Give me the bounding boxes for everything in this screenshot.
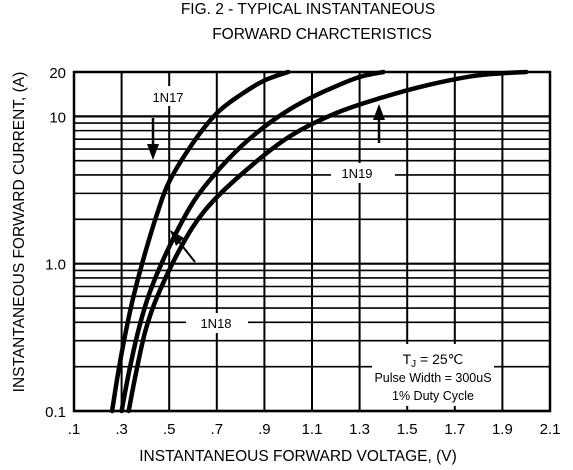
y-axis-label: INSTANTANEOUS FORWARD CURRENT, (A) <box>11 72 28 393</box>
curve-1n17 <box>109 69 291 414</box>
y-tick-label: 0.1 <box>45 404 66 421</box>
x-tick-label: 1.3 <box>349 421 370 438</box>
chart-title-line-2: FORWARD CHARCTERISTICS <box>212 26 432 43</box>
y-tick-labels: 0.1 1.0 10 20 <box>45 65 66 421</box>
x-tick-label: .9 <box>258 421 271 438</box>
arrow-1n19 <box>373 104 385 143</box>
x-tick-label: .5 <box>163 421 176 438</box>
y-tick-label: 20 <box>49 65 66 82</box>
curve-label-1n17: 1N17 <box>152 90 183 105</box>
curve-1n19 <box>126 69 529 414</box>
x-tick-label: .1 <box>68 421 81 438</box>
curve-label-1n19: 1N19 <box>341 166 372 181</box>
arrow-1n17 <box>147 118 159 160</box>
x-tick-label: 2.1 <box>540 421 561 438</box>
x-tick-labels: .1 .3 .5 .7 .9 1.1 1.3 1.5 1.7 1.9 2.1 <box>68 421 561 438</box>
chart-title-line-1: FIG. 2 - TYPICAL INSTANTANEOUS <box>181 1 435 18</box>
arrow-1n18 <box>170 230 196 263</box>
plot-frame <box>72 70 552 413</box>
y-tick-label: 1.0 <box>45 257 66 274</box>
curve-label-1n18: 1N18 <box>200 316 231 331</box>
x-tick-label: .3 <box>115 421 128 438</box>
curve-1n18 <box>119 69 386 414</box>
x-tick-label: 1.7 <box>444 421 465 438</box>
x-tick-label: 1.1 <box>302 421 323 438</box>
x-tick-label: 1.5 <box>397 421 418 438</box>
conditions-line-3: 1% Duty Cycle <box>392 389 474 403</box>
x-axis-label: INSTANTANEOUS FORWARD VOLTAGE, (V) <box>139 448 457 465</box>
conditions-line-1: TJ = 25℃ <box>403 351 464 370</box>
conditions-line-2: Pulse Width = 300uS <box>374 371 491 385</box>
x-tick-label: .7 <box>211 421 224 438</box>
y-tick-label: 10 <box>49 109 66 126</box>
conditions-box <box>372 344 494 406</box>
x-tick-label: 1.9 <box>492 421 513 438</box>
curves <box>109 69 529 414</box>
